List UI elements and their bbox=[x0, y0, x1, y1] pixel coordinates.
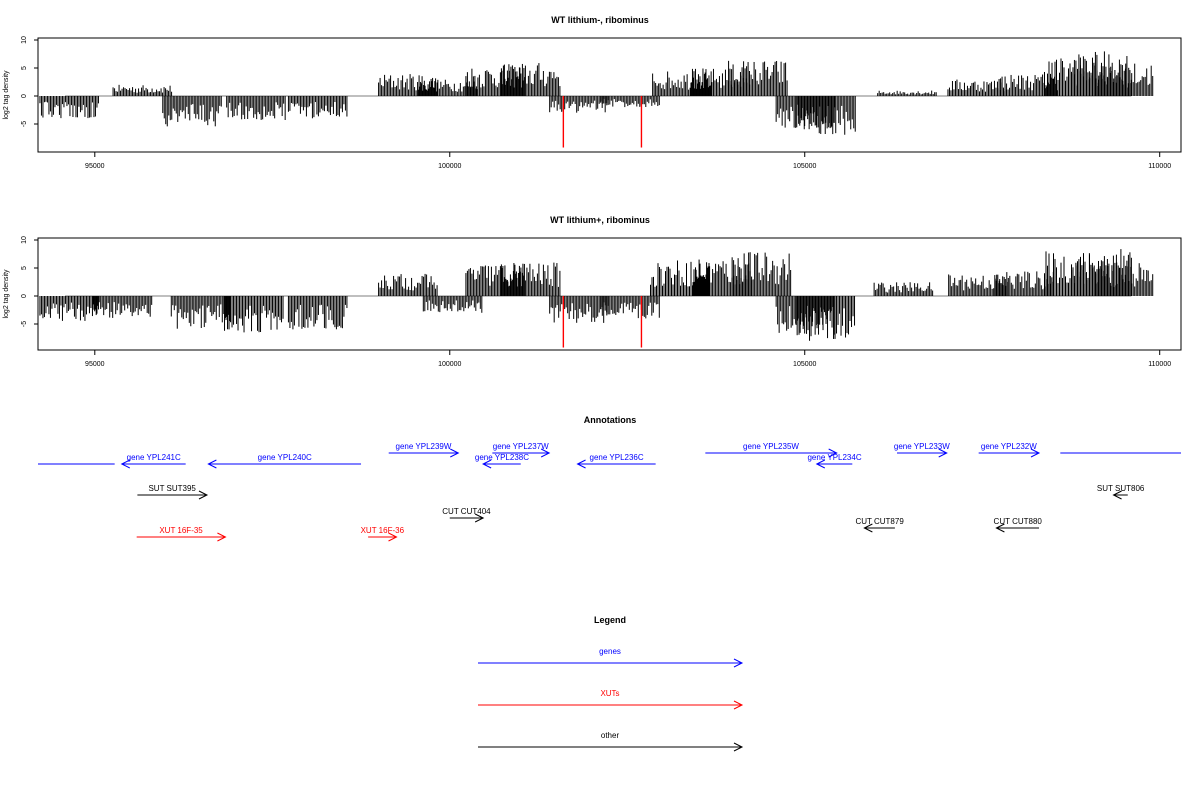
feature-label: gene YPL239W bbox=[396, 442, 452, 451]
feature-label: XUT 16F-36 bbox=[361, 526, 405, 535]
feature-label: gene YPL233W bbox=[894, 442, 950, 451]
arrow-head bbox=[815, 459, 826, 469]
feature-label: gene YPL240C bbox=[258, 453, 312, 462]
feature-label: CUT CUT880 bbox=[994, 517, 1043, 526]
legend-label: XUTs bbox=[600, 689, 619, 698]
feature-label: gene YPL232W bbox=[981, 442, 1037, 451]
legend-arrow-head bbox=[733, 742, 744, 752]
arrow-head bbox=[995, 523, 1005, 533]
y-tick-label: 0 bbox=[21, 294, 28, 298]
arrow-head bbox=[482, 459, 492, 469]
feature-label: CUT CUT879 bbox=[855, 517, 904, 526]
feature-label: SUT SUT806 bbox=[1097, 484, 1145, 493]
feature-label: gene YPL241C bbox=[127, 453, 181, 462]
feature-label: gene YPL235W bbox=[743, 442, 799, 451]
feature-label: CUT CUT404 bbox=[442, 507, 491, 516]
arrow-head bbox=[576, 459, 586, 469]
arrow-head bbox=[198, 490, 209, 500]
legend-arrow-head bbox=[733, 700, 744, 710]
chart-title: WT lithium+, ribominus bbox=[550, 215, 650, 225]
arrow-head bbox=[938, 448, 948, 458]
legend-label: other bbox=[601, 731, 620, 740]
arrow-head bbox=[450, 448, 460, 458]
legend-label: genes bbox=[599, 647, 621, 656]
x-tick-label: 110000 bbox=[1148, 163, 1171, 170]
arrow-head bbox=[474, 513, 485, 523]
arrow-head bbox=[863, 523, 873, 533]
arrow-head bbox=[828, 448, 838, 458]
feature-label: gene YPL236C bbox=[590, 453, 644, 462]
y-tick-label: 5 bbox=[21, 66, 28, 70]
plot-frame bbox=[37, 37, 1182, 153]
y-axis-label: log2 tag density bbox=[3, 70, 10, 120]
chart-title: WT lithium-, ribominus bbox=[551, 15, 649, 25]
arrow-head bbox=[1030, 448, 1041, 458]
x-tick-label: 95000 bbox=[85, 361, 105, 368]
x-tick-label: 110000 bbox=[1148, 361, 1171, 368]
plot-frame bbox=[37, 237, 1182, 351]
x-tick-label: 95000 bbox=[85, 163, 105, 170]
y-tick-label: 10 bbox=[21, 36, 28, 44]
y-tick-label: 5 bbox=[21, 266, 28, 270]
y-tick-label: 0 bbox=[21, 94, 28, 98]
arrow-head bbox=[388, 532, 398, 542]
y-axis-label: log2 tag density bbox=[3, 269, 10, 319]
y-tick-label: -5 bbox=[21, 121, 28, 127]
feature-label: gene YPL234C bbox=[807, 453, 861, 462]
arrow-head bbox=[207, 459, 217, 469]
y-tick-label: 10 bbox=[21, 236, 28, 244]
x-tick-label: 105000 bbox=[793, 361, 816, 368]
legend-title: Legend bbox=[594, 615, 626, 625]
arrow-head bbox=[217, 532, 227, 542]
arrow-head bbox=[540, 448, 551, 458]
feature-label: XUT 16F-35 bbox=[159, 526, 203, 535]
x-tick-label: 100000 bbox=[438, 163, 461, 170]
arrow-head bbox=[1112, 490, 1122, 500]
legend-arrow-head bbox=[733, 658, 744, 668]
y-tick-label: -5 bbox=[21, 321, 28, 327]
annotations-title: Annotations bbox=[584, 415, 637, 425]
x-tick-label: 100000 bbox=[438, 361, 461, 368]
feature-label: SUT SUT395 bbox=[148, 484, 196, 493]
x-tick-label: 105000 bbox=[793, 163, 816, 170]
feature-label: gene YPL237W bbox=[493, 442, 549, 451]
feature-label: gene YPL238C bbox=[475, 453, 529, 462]
arrow-head bbox=[120, 459, 130, 469]
